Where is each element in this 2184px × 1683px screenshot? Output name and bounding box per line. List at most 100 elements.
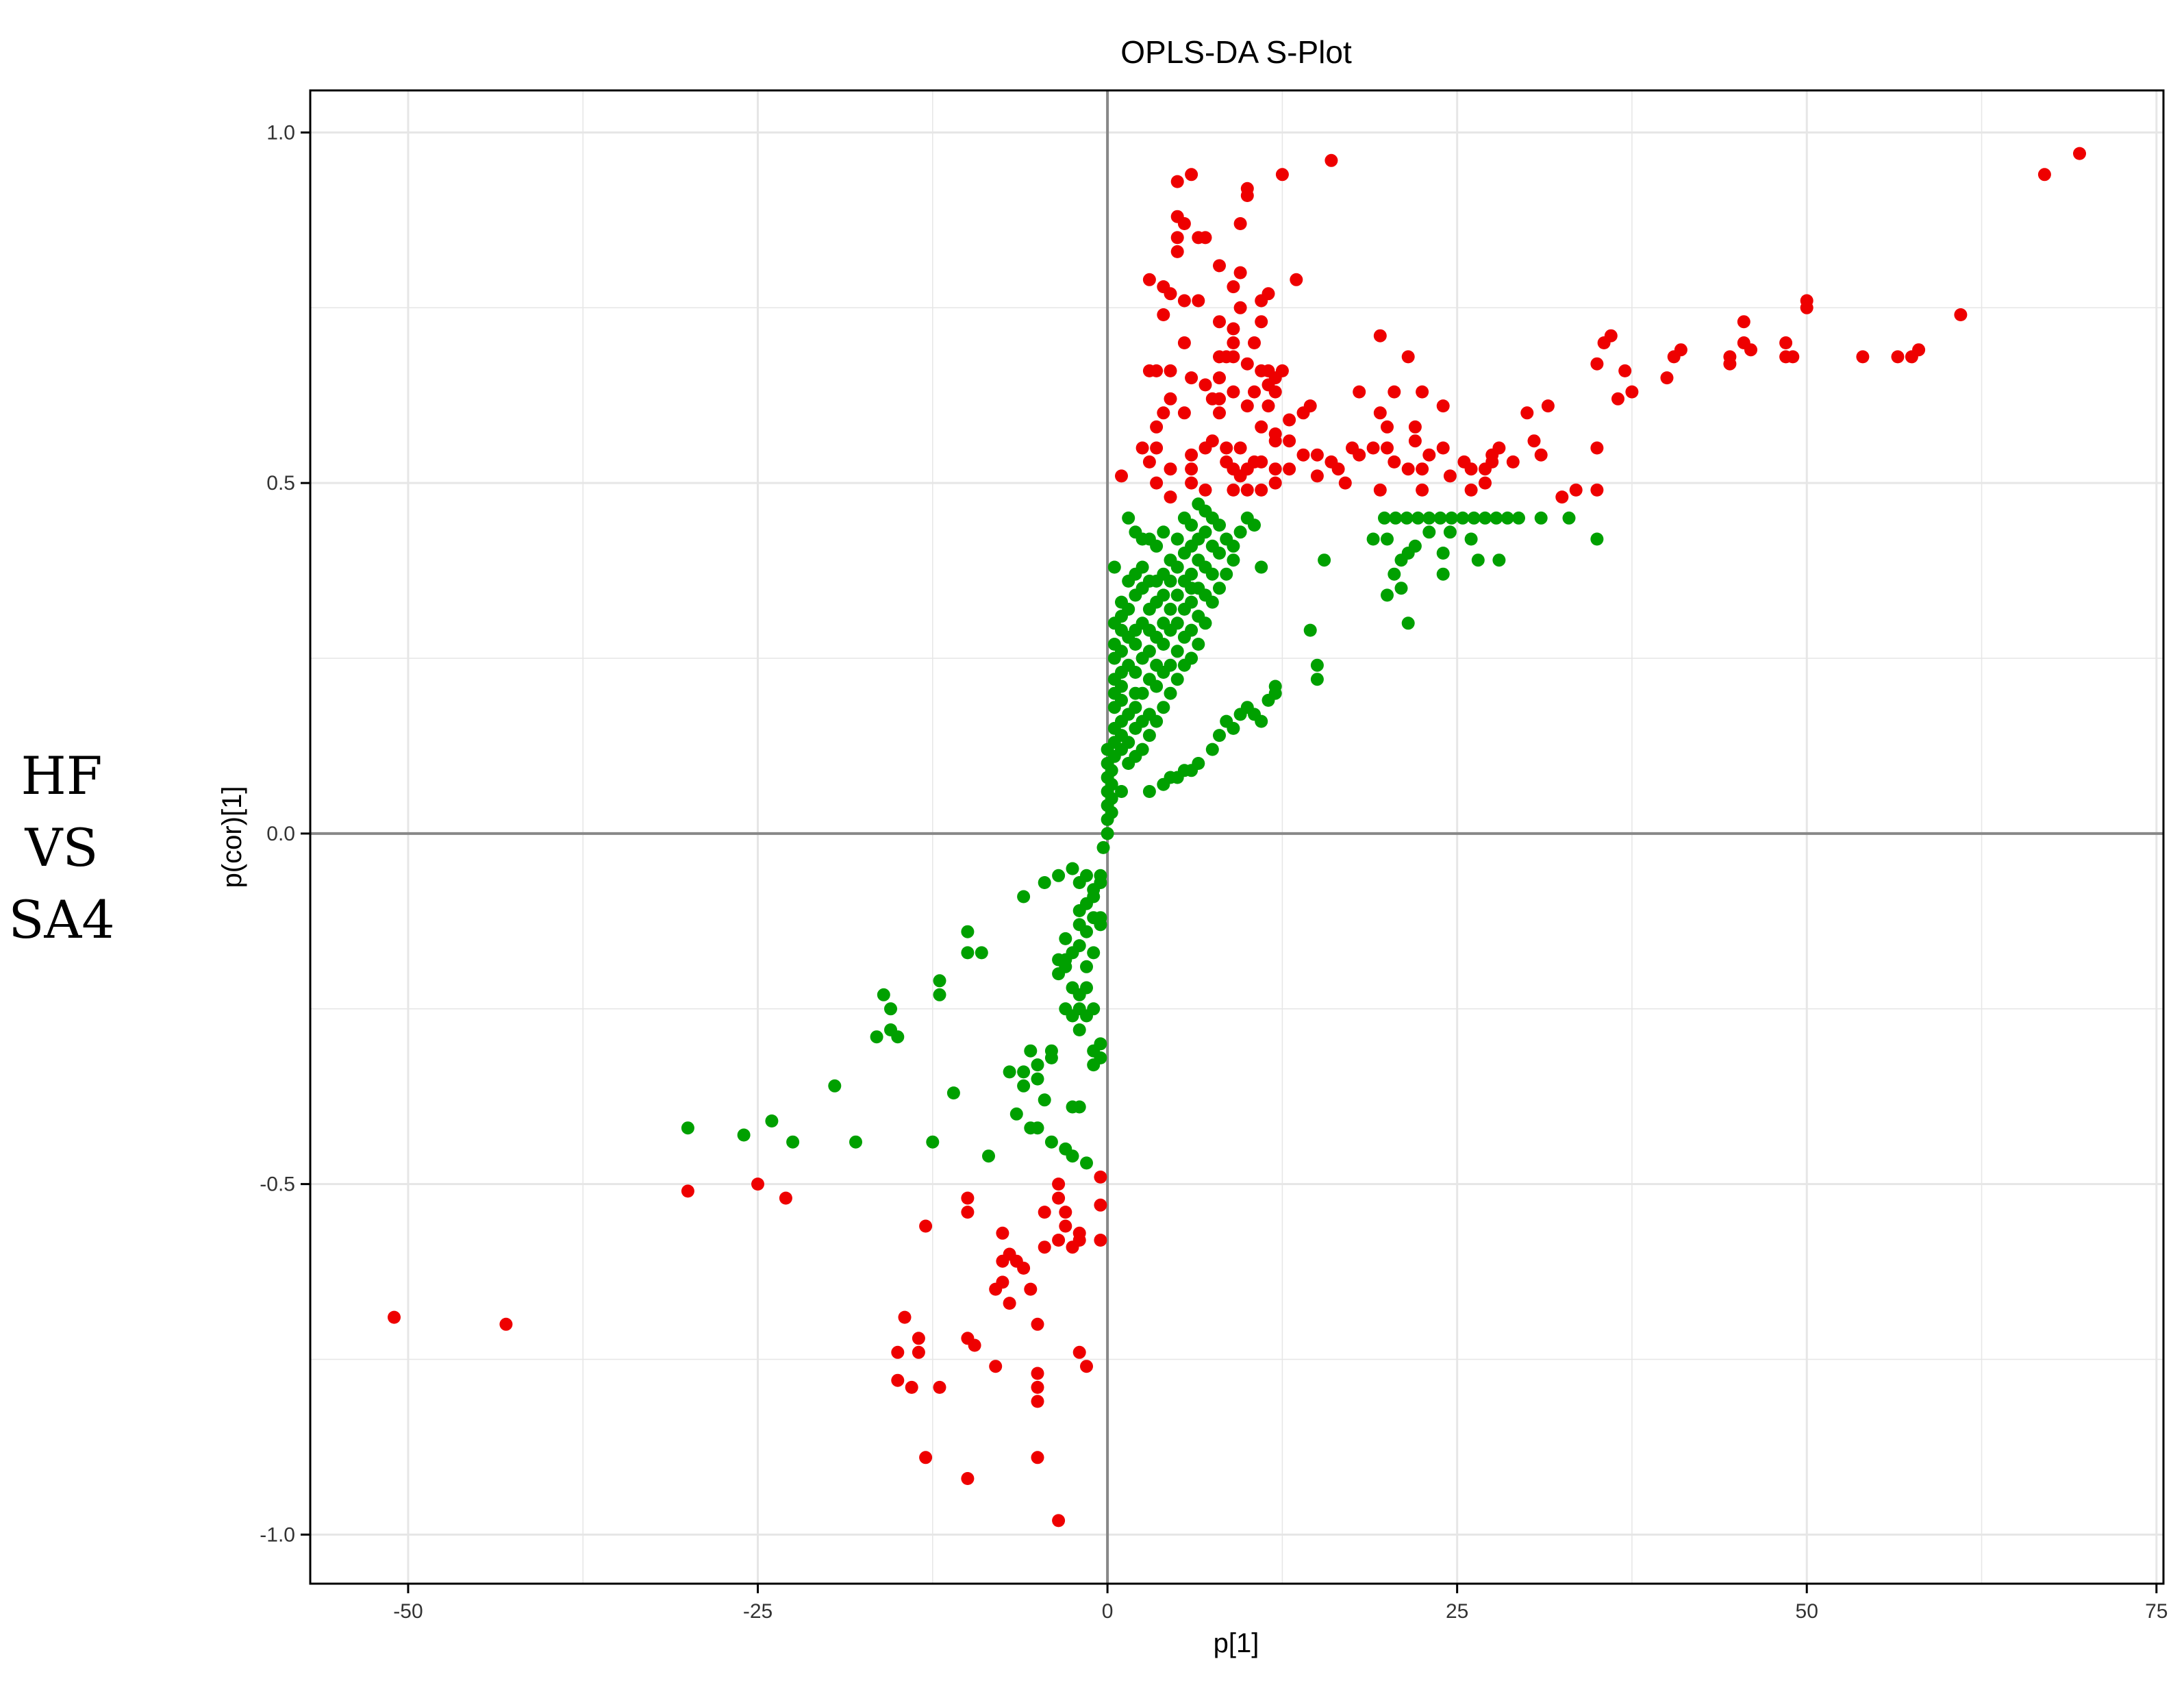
scatter-point bbox=[1164, 686, 1177, 700]
scatter-point bbox=[1164, 602, 1177, 616]
scatter-point bbox=[884, 1002, 897, 1016]
scatter-point bbox=[1416, 462, 1429, 476]
scatter-point bbox=[1038, 1206, 1051, 1219]
scatter-point bbox=[1303, 399, 1317, 413]
scatter-point bbox=[1411, 511, 1424, 525]
scatter-point bbox=[1283, 434, 1296, 448]
scatter-point bbox=[1408, 420, 1422, 434]
scatter-point bbox=[1381, 532, 1394, 546]
scatter-point bbox=[1520, 406, 1534, 420]
scatter-point bbox=[1512, 511, 1525, 525]
scatter-point bbox=[1408, 539, 1422, 553]
scatter-point bbox=[1072, 1345, 1086, 1359]
scatter-point bbox=[2073, 147, 2086, 160]
scatter-point bbox=[1213, 406, 1226, 420]
scatter-point bbox=[1094, 1198, 1107, 1212]
scatter-point bbox=[1220, 441, 1233, 455]
x-tick-label: -50 bbox=[393, 1600, 423, 1623]
scatter-point bbox=[1185, 448, 1198, 462]
scatter-point bbox=[1213, 259, 1226, 273]
scatter-point bbox=[1737, 315, 1750, 329]
scatter-point bbox=[1017, 1261, 1031, 1275]
scatter-point bbox=[1248, 519, 1261, 532]
scatter-point bbox=[912, 1345, 925, 1359]
scatter-point bbox=[1268, 476, 1282, 490]
scatter-point bbox=[1170, 560, 1184, 574]
scatter-point bbox=[1562, 511, 1576, 525]
scatter-point bbox=[1590, 483, 1604, 497]
scatter-point bbox=[1135, 686, 1149, 700]
scatter-point bbox=[1388, 385, 1401, 399]
scatter-point bbox=[779, 1191, 792, 1205]
scatter-point bbox=[1031, 1395, 1044, 1408]
scatter-point bbox=[1283, 413, 1296, 427]
scatter-point bbox=[1080, 1360, 1093, 1373]
scatter-point bbox=[1105, 792, 1118, 806]
scatter-point bbox=[989, 1282, 1003, 1296]
scatter-point bbox=[1164, 490, 1177, 504]
scatter-point bbox=[1003, 1297, 1016, 1310]
scatter-point bbox=[1094, 1037, 1107, 1051]
scatter-point bbox=[1856, 350, 1870, 364]
scatter-point bbox=[1157, 525, 1170, 539]
scatter-point bbox=[919, 1451, 933, 1464]
scatter-point bbox=[1164, 287, 1177, 301]
scatter-point bbox=[681, 1184, 694, 1198]
scatter-point bbox=[1185, 595, 1198, 609]
scatter-point bbox=[1031, 1451, 1044, 1464]
scatter-point bbox=[1094, 1234, 1107, 1247]
scatter-point bbox=[1534, 511, 1548, 525]
scatter-point bbox=[961, 925, 975, 938]
scatter-point bbox=[1227, 350, 1240, 364]
scatter-point bbox=[1388, 567, 1401, 581]
scatter-point bbox=[1569, 483, 1583, 497]
scatter-point bbox=[1331, 462, 1345, 476]
scatter-point bbox=[1192, 638, 1205, 651]
scatter-point bbox=[1115, 680, 1128, 693]
scatter-point bbox=[1031, 1121, 1044, 1135]
scatter-point bbox=[1080, 869, 1093, 882]
scatter-point bbox=[1220, 567, 1233, 581]
scatter-point bbox=[1353, 385, 1366, 399]
scatter-point bbox=[1290, 273, 1303, 286]
scatter-point bbox=[1433, 511, 1447, 525]
scatter-point bbox=[1142, 785, 1156, 798]
scatter-point bbox=[1233, 266, 1247, 279]
scatter-point bbox=[1150, 476, 1164, 490]
scatter-point bbox=[1255, 315, 1268, 329]
scatter-point bbox=[1492, 553, 1506, 567]
scatter-point bbox=[1255, 560, 1268, 574]
x-tick-label: 75 bbox=[2145, 1600, 2168, 1623]
scatter-point bbox=[1233, 301, 1247, 314]
scatter-point bbox=[1003, 1065, 1016, 1079]
chart-title: OPLS-DA S-Plot bbox=[1120, 34, 1352, 70]
y-tick-label: 1.0 bbox=[266, 121, 295, 144]
scatter-point bbox=[1157, 588, 1170, 602]
scatter-point bbox=[1157, 701, 1170, 714]
scatter-point bbox=[1024, 1044, 1038, 1058]
scatter-point bbox=[1044, 1135, 1058, 1149]
scatter-point bbox=[1366, 532, 1380, 546]
scatter-point bbox=[1527, 434, 1541, 448]
scatter-point bbox=[1248, 385, 1261, 399]
scatter-point bbox=[1072, 1023, 1086, 1036]
scatter-point bbox=[1464, 483, 1478, 497]
scatter-point bbox=[1213, 547, 1226, 560]
scatter-point bbox=[989, 1360, 1003, 1373]
scatter-point bbox=[1366, 441, 1380, 455]
scatter-point bbox=[1059, 932, 1072, 945]
scatter-point bbox=[1213, 371, 1226, 385]
scatter-point bbox=[1038, 876, 1051, 889]
scatter-point bbox=[1443, 469, 1457, 483]
scatter-point bbox=[1408, 434, 1422, 448]
scatter-point bbox=[1248, 336, 1261, 349]
scatter-point bbox=[1135, 743, 1149, 756]
scatter-point bbox=[1017, 890, 1031, 903]
scatter-point bbox=[1129, 638, 1142, 651]
scatter-point bbox=[1185, 623, 1198, 637]
scatter-point bbox=[1227, 721, 1240, 735]
scatter-point bbox=[1213, 392, 1226, 406]
scatter-point bbox=[1170, 616, 1184, 630]
scatter-point bbox=[1310, 448, 1324, 462]
scatter-point bbox=[1198, 231, 1212, 245]
